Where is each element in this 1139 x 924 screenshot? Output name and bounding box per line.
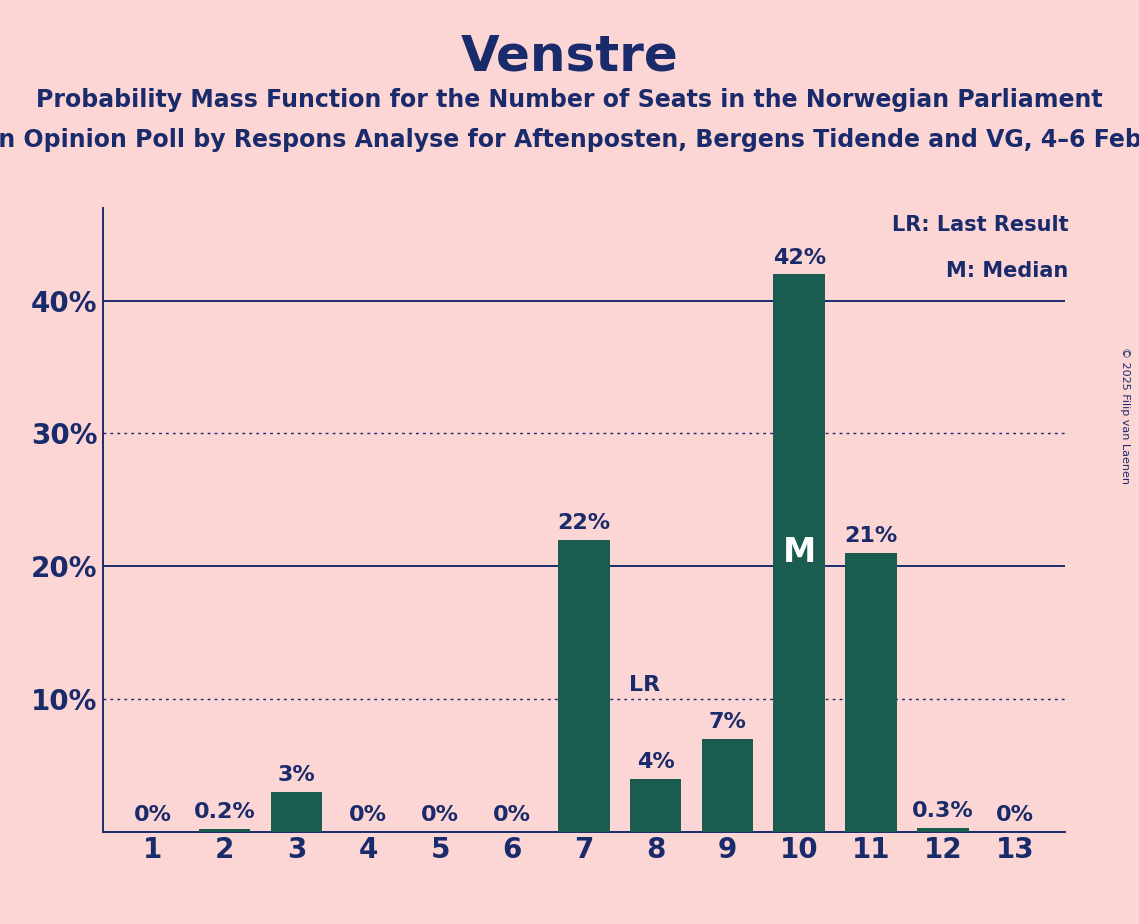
Text: 7%: 7% <box>708 712 746 732</box>
Text: Based on an Opinion Poll by Respons Analyse for Aftenposten, Bergens Tidende and: Based on an Opinion Poll by Respons Anal… <box>0 128 1139 152</box>
Text: Venstre: Venstre <box>460 32 679 80</box>
Bar <box>917 828 969 832</box>
Text: LR: LR <box>629 675 661 695</box>
Text: 0%: 0% <box>995 805 1034 825</box>
Text: 0%: 0% <box>350 805 387 825</box>
Text: © 2025 Filip van Laenen: © 2025 Filip van Laenen <box>1121 347 1130 484</box>
Text: Probability Mass Function for the Number of Seats in the Norwegian Parliament: Probability Mass Function for the Number… <box>36 88 1103 112</box>
Text: 3%: 3% <box>278 765 316 785</box>
Text: M: Median: M: Median <box>947 261 1068 281</box>
Bar <box>199 829 251 832</box>
Bar <box>630 779 681 832</box>
Text: 0%: 0% <box>421 805 459 825</box>
Text: 0.3%: 0.3% <box>912 801 974 821</box>
Bar <box>773 274 825 832</box>
Text: 22%: 22% <box>557 513 611 533</box>
Bar <box>558 540 609 832</box>
Text: 0%: 0% <box>493 805 531 825</box>
Text: 4%: 4% <box>637 752 674 772</box>
Bar <box>845 553 896 832</box>
Text: LR: Last Result: LR: Last Result <box>892 214 1068 235</box>
Text: 0.2%: 0.2% <box>194 802 255 822</box>
Text: 42%: 42% <box>772 248 826 268</box>
Text: 21%: 21% <box>844 527 898 546</box>
Text: 0%: 0% <box>133 805 172 825</box>
Text: M: M <box>782 537 816 569</box>
Bar <box>702 738 753 832</box>
Bar <box>271 792 322 832</box>
